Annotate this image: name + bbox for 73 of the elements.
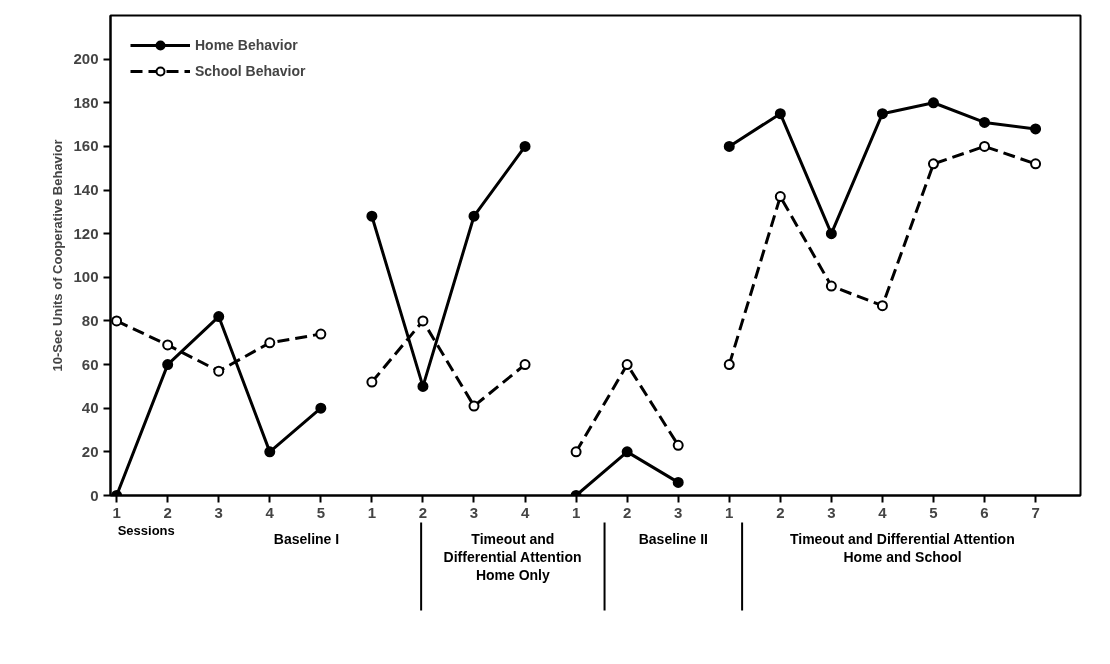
point — [723, 359, 735, 371]
point — [519, 140, 531, 152]
point — [417, 315, 429, 327]
x-tick-label: 2 — [622, 503, 632, 521]
x-tick-label: 2 — [418, 503, 428, 521]
x-tick-label: 3 — [469, 503, 479, 521]
x-tick-label: 1 — [571, 503, 581, 521]
point — [621, 359, 633, 371]
point — [672, 476, 684, 488]
text: Baseline II — [638, 530, 708, 547]
x-tick-label: 7 — [1031, 503, 1040, 521]
point — [1030, 123, 1042, 135]
point — [111, 315, 123, 327]
x-tick-label: 1 — [112, 503, 121, 521]
point — [570, 446, 582, 458]
point — [1030, 158, 1042, 170]
y-tick-label: 100 — [73, 268, 99, 286]
point — [468, 400, 480, 412]
x-tick-label: 5 — [316, 503, 326, 521]
point — [264, 446, 276, 458]
y-tick-label: 120 — [73, 224, 99, 242]
x-tick-label: 2 — [776, 503, 785, 521]
point — [264, 337, 276, 349]
point — [672, 439, 684, 451]
y-tick-label: 40 — [81, 399, 99, 417]
y-tick-label: 0 — [90, 486, 99, 504]
point — [825, 280, 837, 292]
text: Timeout and Differential Attention Home Only — [443, 530, 582, 584]
x-tick-label: 3 — [214, 503, 223, 521]
x-tick-label: 2 — [163, 503, 172, 521]
point — [979, 116, 991, 128]
point — [927, 97, 939, 109]
point — [213, 311, 225, 323]
x-tick-label: 3 — [674, 503, 683, 521]
y-tick-label: 160 — [73, 137, 99, 155]
point — [825, 228, 837, 240]
point — [621, 446, 633, 458]
x-tick-label: 1 — [725, 503, 734, 521]
y-tick-label: 140 — [73, 181, 99, 199]
point — [979, 140, 991, 152]
x-axis-title: Sessions — [117, 522, 175, 538]
y-tick-label: 200 — [73, 50, 99, 68]
x-tick-label: 4 — [878, 503, 888, 521]
x-tick-label: 5 — [929, 503, 938, 521]
point — [468, 210, 480, 222]
point — [774, 191, 786, 203]
point — [315, 402, 327, 414]
x-tick-label: 4 — [520, 503, 530, 521]
point — [162, 359, 174, 371]
y-tick-label: 60 — [81, 355, 99, 373]
x-tick-label: 1 — [367, 503, 377, 521]
text: Timeout and Differential Attention Home and School — [789, 530, 1015, 565]
point — [876, 108, 888, 120]
x-tick-label: 6 — [980, 503, 989, 521]
y-tick-label: 180 — [73, 93, 99, 111]
x-tick-label: 3 — [827, 503, 836, 521]
point — [927, 158, 939, 170]
y-tick-label: 20 — [81, 442, 99, 460]
point — [774, 108, 786, 120]
y-tick-label: 80 — [81, 311, 99, 329]
legend-label: Home Behavior — [195, 37, 298, 53]
legend-label: School Behavior — [195, 63, 306, 79]
point — [162, 339, 174, 351]
point — [213, 365, 225, 377]
point — [315, 328, 327, 340]
text: Baseline I — [273, 530, 340, 547]
x-tick-label: 4 — [265, 503, 275, 521]
point — [723, 140, 735, 152]
point — [366, 210, 378, 222]
point — [519, 359, 531, 371]
y-axis-title: 10-Sec Units of Cooperative Behavior — [50, 139, 66, 372]
point — [876, 300, 888, 312]
point — [366, 376, 378, 388]
